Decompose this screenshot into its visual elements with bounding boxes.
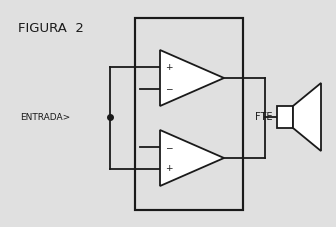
Text: ENTRADA>: ENTRADA> [20, 113, 70, 121]
Text: +: + [165, 164, 172, 173]
Text: FIGURA  2: FIGURA 2 [18, 22, 84, 35]
Bar [277, 106, 293, 128]
Text: FTE: FTE [255, 112, 273, 122]
Polygon shape [160, 130, 224, 186]
Polygon shape [160, 50, 224, 106]
Text: −: − [165, 84, 172, 93]
Polygon shape [293, 83, 321, 151]
Text: −: − [165, 143, 172, 152]
Bar [135, 18, 243, 210]
Text: +: + [165, 63, 172, 72]
